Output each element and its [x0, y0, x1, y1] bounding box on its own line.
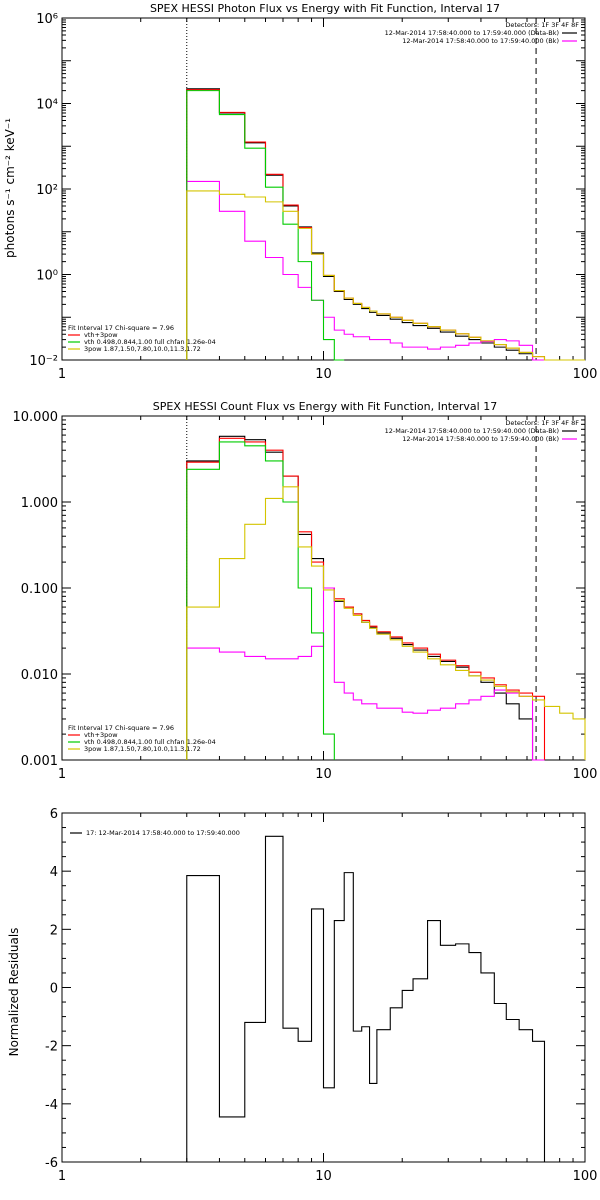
residuals-panel-ylabel: Normalized Residuals — [7, 928, 21, 1057]
fit-legend-header: Fit Interval 17 Chi-square = 7.96 — [68, 724, 174, 732]
legend-entry-label: 12-Mar-2014 17:58:40.000 to 17:59:40.000… — [385, 427, 559, 435]
y-tick-label: 10⁴ — [36, 98, 58, 113]
y-tick-label: -2 — [45, 1040, 58, 1055]
y-tick-label: 0.100 — [21, 582, 58, 597]
x-tick-label: 10 — [315, 1169, 332, 1184]
residuals-panel: Normalized Residuals 1 10 100 -6 -4 -2 0 2 4 6 17… — [7, 807, 597, 1184]
y-tick-label: 0.001 — [21, 754, 58, 769]
photon-panel-title: SPEX HESSI Photon Flux vs Energy with Fi… — [150, 2, 500, 15]
series-line-vth — [186, 441, 335, 760]
series-line-bk — [186, 587, 545, 761]
count-panel-legend-bottom: Fit Interval 17 Chi-square = 7.96vth+3po… — [68, 724, 216, 753]
legend-header: Detectors: 1F 3F 4F 8F — [505, 419, 579, 427]
count-flux-panel: SPEX HESSI Count Flux vs Energy with Fit… — [13, 400, 598, 782]
x-tick-label: 1 — [58, 1169, 66, 1184]
photon-panel-legend-bottom: Fit Interval 17 Chi-square = 7.96vth+3po… — [68, 324, 216, 353]
legend-entry-label: 12-Mar-2014 17:58:40.000 to 17:59:40.000… — [402, 435, 559, 443]
x-tick-label: 100 — [573, 767, 598, 782]
y-tick-label: 0.010 — [21, 668, 58, 683]
fit-legend-header: Fit Interval 17 Chi-square = 7.96 — [68, 324, 174, 332]
count-panel-title: SPEX HESSI Count Flux vs Energy with Fit… — [153, 400, 497, 413]
photon-panel-ylabel: photons s⁻¹ cm⁻² keV⁻¹ — [3, 118, 17, 258]
y-tick-label: 10.000 — [13, 410, 59, 425]
legend-header: Detectors: 1F 3F 4F 8F — [505, 21, 579, 29]
series-line-3pow — [186, 190, 585, 361]
residuals-panel-axes: 1 10 100 -6 -4 -2 0 2 4 6 — [45, 807, 597, 1184]
y-tick-label: 10⁰ — [36, 269, 58, 284]
count-panel-axes: 1 10 100 0.001 0.010 0.100 1.000 10.000 — [13, 410, 598, 782]
y-tick-label: 4 — [50, 865, 58, 880]
fit-legend-label: 3pow 1.87,1.50,7.80,10.0,11.3,1.72 — [84, 345, 201, 353]
legend-entry-label: 17: 12-Mar-2014 17:58:40.000 to 17:59:40… — [86, 829, 240, 837]
photon-panel-series — [186, 18, 585, 361]
photon-panel-axes: 1 10 100 10⁻² 10⁰ 10² 10⁴ 10⁶ — [29, 12, 597, 382]
residuals-panel-series — [186, 835, 546, 1162]
series-line-bk — [186, 180, 545, 361]
x-tick-label: 1 — [58, 367, 66, 382]
y-tick-label: 0 — [50, 982, 58, 997]
fit-legend-label: vth 0.498,0.844,1.00 full chfan 1.26e-04 — [84, 338, 216, 346]
fit-legend-label: vth+3pow — [84, 731, 118, 739]
y-tick-label: -6 — [45, 1156, 58, 1171]
fit-legend-label: vth+3pow — [84, 331, 118, 339]
fit-legend-label: 3pow 1.87,1.50,7.80,10.0,11.3,1.72 — [84, 745, 201, 753]
x-tick-label: 100 — [573, 1169, 598, 1184]
y-tick-label: 10⁻² — [29, 354, 58, 369]
legend-entry-label: 12-Mar-2014 17:58:40.000 to 17:59:40.000… — [402, 37, 559, 45]
y-tick-label: 10² — [36, 183, 58, 198]
y-tick-label: 6 — [50, 807, 58, 822]
y-tick-label: 10⁶ — [36, 12, 58, 27]
series-line-17-12-mar-2014-17-58-40-000-to-17-59-40-000 — [186, 835, 546, 1162]
y-tick-label: -4 — [45, 1098, 58, 1113]
x-tick-label: 10 — [315, 767, 332, 782]
series-line-vth — [186, 90, 345, 361]
legend-entry-label: 12-Mar-2014 17:58:40.000 to 17:59:40.000… — [385, 29, 559, 37]
fit-legend-label: vth 0.498,0.844,1.00 full chfan 1.26e-04 — [84, 738, 216, 746]
y-tick-label: 2 — [50, 923, 58, 938]
residuals-panel-legend-top: 17: 12-Mar-2014 17:58:40.000 to 17:59:40… — [70, 829, 240, 837]
y-tick-label: 1.000 — [21, 496, 58, 511]
photon-flux-panel: SPEX HESSI Photon Flux vs Energy with Fi… — [3, 2, 597, 382]
series-line-3pow — [186, 486, 586, 760]
x-tick-label: 100 — [573, 367, 598, 382]
x-tick-label: 10 — [315, 367, 332, 382]
count-panel-series — [186, 416, 586, 761]
x-tick-label: 1 — [58, 767, 66, 782]
